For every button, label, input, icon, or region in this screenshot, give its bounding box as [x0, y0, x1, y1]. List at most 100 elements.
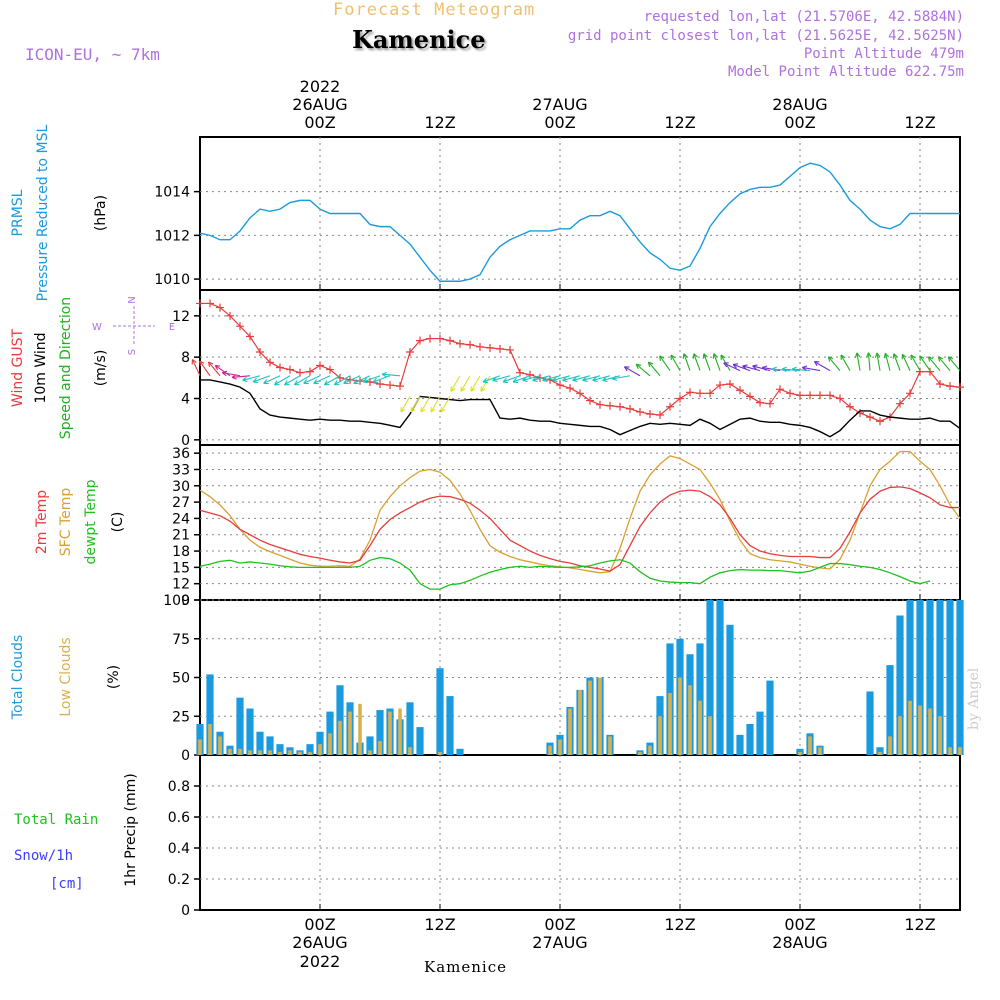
- low-cloud-bar: [378, 741, 382, 755]
- wind-direction-arrow: [242, 375, 261, 381]
- wind-direction-arrow: [919, 355, 931, 371]
- wind-direction-arrow: [602, 375, 621, 381]
- wind-direction-arrow: [713, 353, 721, 371]
- wind-direction-arrow: [294, 375, 311, 386]
- meteogram-label: Forecast Meteogram: [333, 0, 536, 20]
- gust-point: [596, 400, 604, 409]
- low-cloud-bar: [598, 677, 602, 755]
- wind-direction-arrowhead: [947, 356, 954, 362]
- requested-point: requested lon,lat (21.5706E, 42.5884N): [643, 9, 964, 25]
- wind-direction-arrow: [214, 364, 231, 377]
- snow-legend-label: Snow/1h: [14, 848, 73, 864]
- wind-direction-arrow: [252, 375, 271, 383]
- low-cloud-bar: [548, 745, 552, 755]
- low-cloud-bar: [318, 744, 322, 755]
- top-date-label: 28AUG: [772, 95, 827, 114]
- compass-w: W: [92, 322, 102, 333]
- total-cloud-bar: [736, 734, 744, 755]
- low-cloud-bar: [648, 745, 652, 755]
- total-cloud-bar: [206, 674, 214, 755]
- gust-point: [396, 382, 404, 391]
- total-cloud-bar: [946, 600, 954, 755]
- wind-direction-arrowhead: [682, 353, 688, 359]
- gust-point: [216, 303, 224, 312]
- total-cloud-bar: [696, 643, 704, 755]
- low-cloud-bar: [568, 708, 572, 755]
- gust-point: [506, 345, 514, 354]
- wind-direction-arrowhead: [440, 407, 446, 413]
- total-cloud-bar: [446, 696, 454, 755]
- ytick-label-precip: 0.4: [168, 841, 190, 857]
- ytick-label-precip: 0.6: [168, 810, 190, 826]
- wind-direction-arrowhead: [702, 353, 708, 359]
- low-cloud-bar: [358, 703, 362, 755]
- gust-point: [516, 368, 524, 377]
- gust-point: [766, 399, 774, 408]
- ytick-label-pressure: 1010: [154, 272, 190, 288]
- gust-point: [906, 389, 914, 398]
- total-cloud-bar: [756, 711, 764, 755]
- low-cloud-bar: [218, 736, 222, 755]
- low-cloud-bar: [918, 705, 922, 755]
- low-cloud-bar: [298, 751, 302, 755]
- wind-direction-arrowhead: [252, 377, 259, 384]
- gust-point: [696, 389, 704, 398]
- wind-direction-arrow: [693, 353, 701, 371]
- wind-direction-arrowhead: [602, 376, 608, 383]
- ytick-label-precip: 0.8: [168, 779, 190, 795]
- wind-direction-arrowhead: [883, 352, 890, 359]
- wind-direction-arrowhead: [874, 352, 881, 358]
- wind-direction-arrowhead: [635, 363, 642, 370]
- wind-unit-label: (m/s): [93, 350, 109, 387]
- wind-direction-arrow: [703, 353, 711, 371]
- wind-direction-arrowhead: [771, 366, 777, 373]
- low-cloud-bar: [898, 716, 902, 755]
- wind-direction-arrowhead: [283, 380, 290, 386]
- total-cloud-bar: [256, 731, 264, 755]
- wind-direction-arrowhead: [372, 377, 379, 384]
- wind-direction-arrow: [522, 375, 541, 381]
- low-cloud-bar: [948, 747, 952, 755]
- gust-point: [196, 299, 204, 308]
- gust-point: [376, 380, 384, 389]
- wind-direction-arrow: [362, 375, 381, 383]
- wind-direction-arrow: [876, 352, 881, 371]
- ytick-label-precip: 0.2: [168, 872, 190, 888]
- wind-direction-arrow: [752, 365, 771, 372]
- wind-direction-arrow: [732, 363, 751, 372]
- total-cloud-bar: [896, 615, 904, 755]
- bottom-time-label: 12Z: [664, 915, 695, 934]
- wind-direction-arrowhead: [353, 379, 359, 385]
- wind-direction-arrow: [382, 373, 401, 377]
- gust-point: [716, 381, 724, 390]
- wind-direction-arrow: [512, 375, 531, 383]
- total-cloud-bar: [726, 624, 734, 755]
- wind-direction-arrow: [840, 354, 851, 371]
- low-cloud-bar: [398, 708, 402, 755]
- wind-direction-arrowhead: [670, 354, 676, 361]
- precip-unit-label: 1hr Precip (mm): [123, 773, 139, 886]
- clouds-unit-label: (%): [106, 665, 122, 689]
- low-cloud-bar: [588, 680, 592, 755]
- low-cloud-bar: [908, 700, 912, 755]
- wind-direction-arrowhead: [420, 407, 426, 413]
- wind-direction-arrow: [343, 375, 361, 384]
- ytick-label-temperature: 21: [172, 528, 190, 544]
- gust-point: [936, 380, 944, 389]
- gust-point: [416, 336, 424, 345]
- wind-direction-arrowhead: [293, 380, 300, 386]
- wind-direction-arrow: [582, 375, 601, 381]
- total-cloud-bar: [336, 685, 344, 755]
- wind-direction-arrowhead: [712, 353, 718, 359]
- wind-direction-arrow: [372, 375, 391, 383]
- wind-direction-arrow: [334, 375, 351, 386]
- wind-direction-arrow: [928, 356, 941, 371]
- gust-point: [326, 365, 334, 374]
- gust-point: [826, 391, 834, 400]
- gust-point: [686, 388, 694, 397]
- low-cloud-bar: [608, 736, 612, 755]
- wind-direction-arrowhead: [801, 365, 808, 371]
- wind-direction-arrowhead: [572, 376, 578, 383]
- wind-direction-arrow: [208, 361, 221, 377]
- gust-point: [556, 381, 564, 390]
